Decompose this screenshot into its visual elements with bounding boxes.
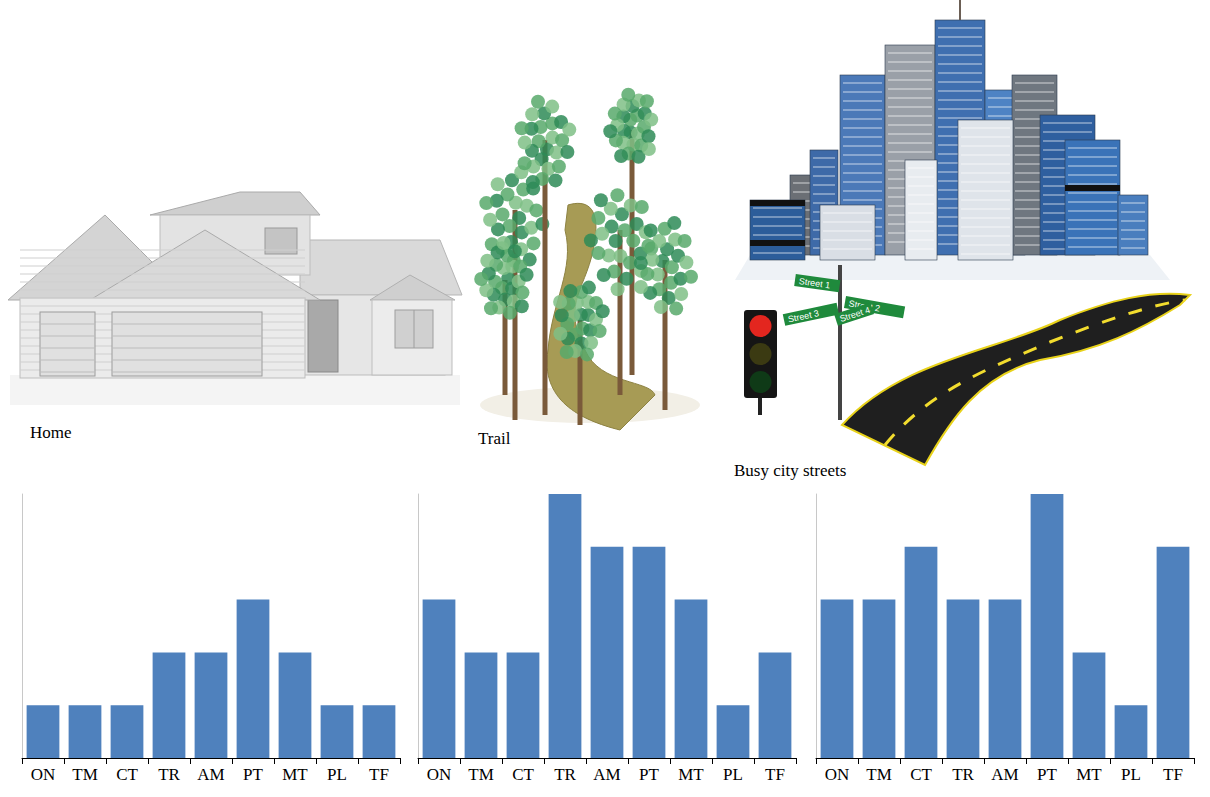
svg-text:MT: MT (1076, 765, 1102, 784)
svg-text:PL: PL (327, 765, 347, 784)
svg-text:Street 1: Street 1 (798, 276, 831, 290)
svg-text:TF: TF (369, 765, 389, 784)
svg-text:AM: AM (593, 765, 620, 784)
svg-text:PL: PL (723, 765, 743, 784)
svg-text:Busy city streets: Busy city streets (734, 461, 846, 480)
svg-text:PT: PT (1037, 765, 1057, 784)
svg-text:MT: MT (678, 765, 704, 784)
svg-text:TR: TR (952, 765, 974, 784)
svg-text:TF: TF (765, 765, 785, 784)
svg-text:TM: TM (866, 765, 892, 784)
svg-text:AM: AM (991, 765, 1018, 784)
svg-text:TM: TM (468, 765, 494, 784)
svg-text:TR: TR (158, 765, 180, 784)
svg-text:ON: ON (31, 765, 56, 784)
svg-text:Trail: Trail (478, 429, 511, 448)
svg-text:Street 4: Street 4 (838, 305, 871, 324)
svg-text:PL: PL (1121, 765, 1141, 784)
svg-text:TM: TM (72, 765, 98, 784)
svg-text:PT: PT (243, 765, 263, 784)
svg-text:Home: Home (30, 423, 72, 442)
svg-text:CT: CT (512, 765, 534, 784)
svg-text:ON: ON (825, 765, 850, 784)
svg-text:AM: AM (197, 765, 224, 784)
svg-text:ON: ON (427, 765, 452, 784)
svg-text:CT: CT (910, 765, 932, 784)
svg-text:PT: PT (639, 765, 659, 784)
svg-text:Street 2: Street 2 (848, 298, 881, 314)
svg-text:TF: TF (1163, 765, 1183, 784)
svg-text:MT: MT (282, 765, 308, 784)
svg-text:Street 3: Street 3 (787, 308, 820, 324)
svg-text:TR: TR (554, 765, 576, 784)
svg-text:CT: CT (116, 765, 138, 784)
